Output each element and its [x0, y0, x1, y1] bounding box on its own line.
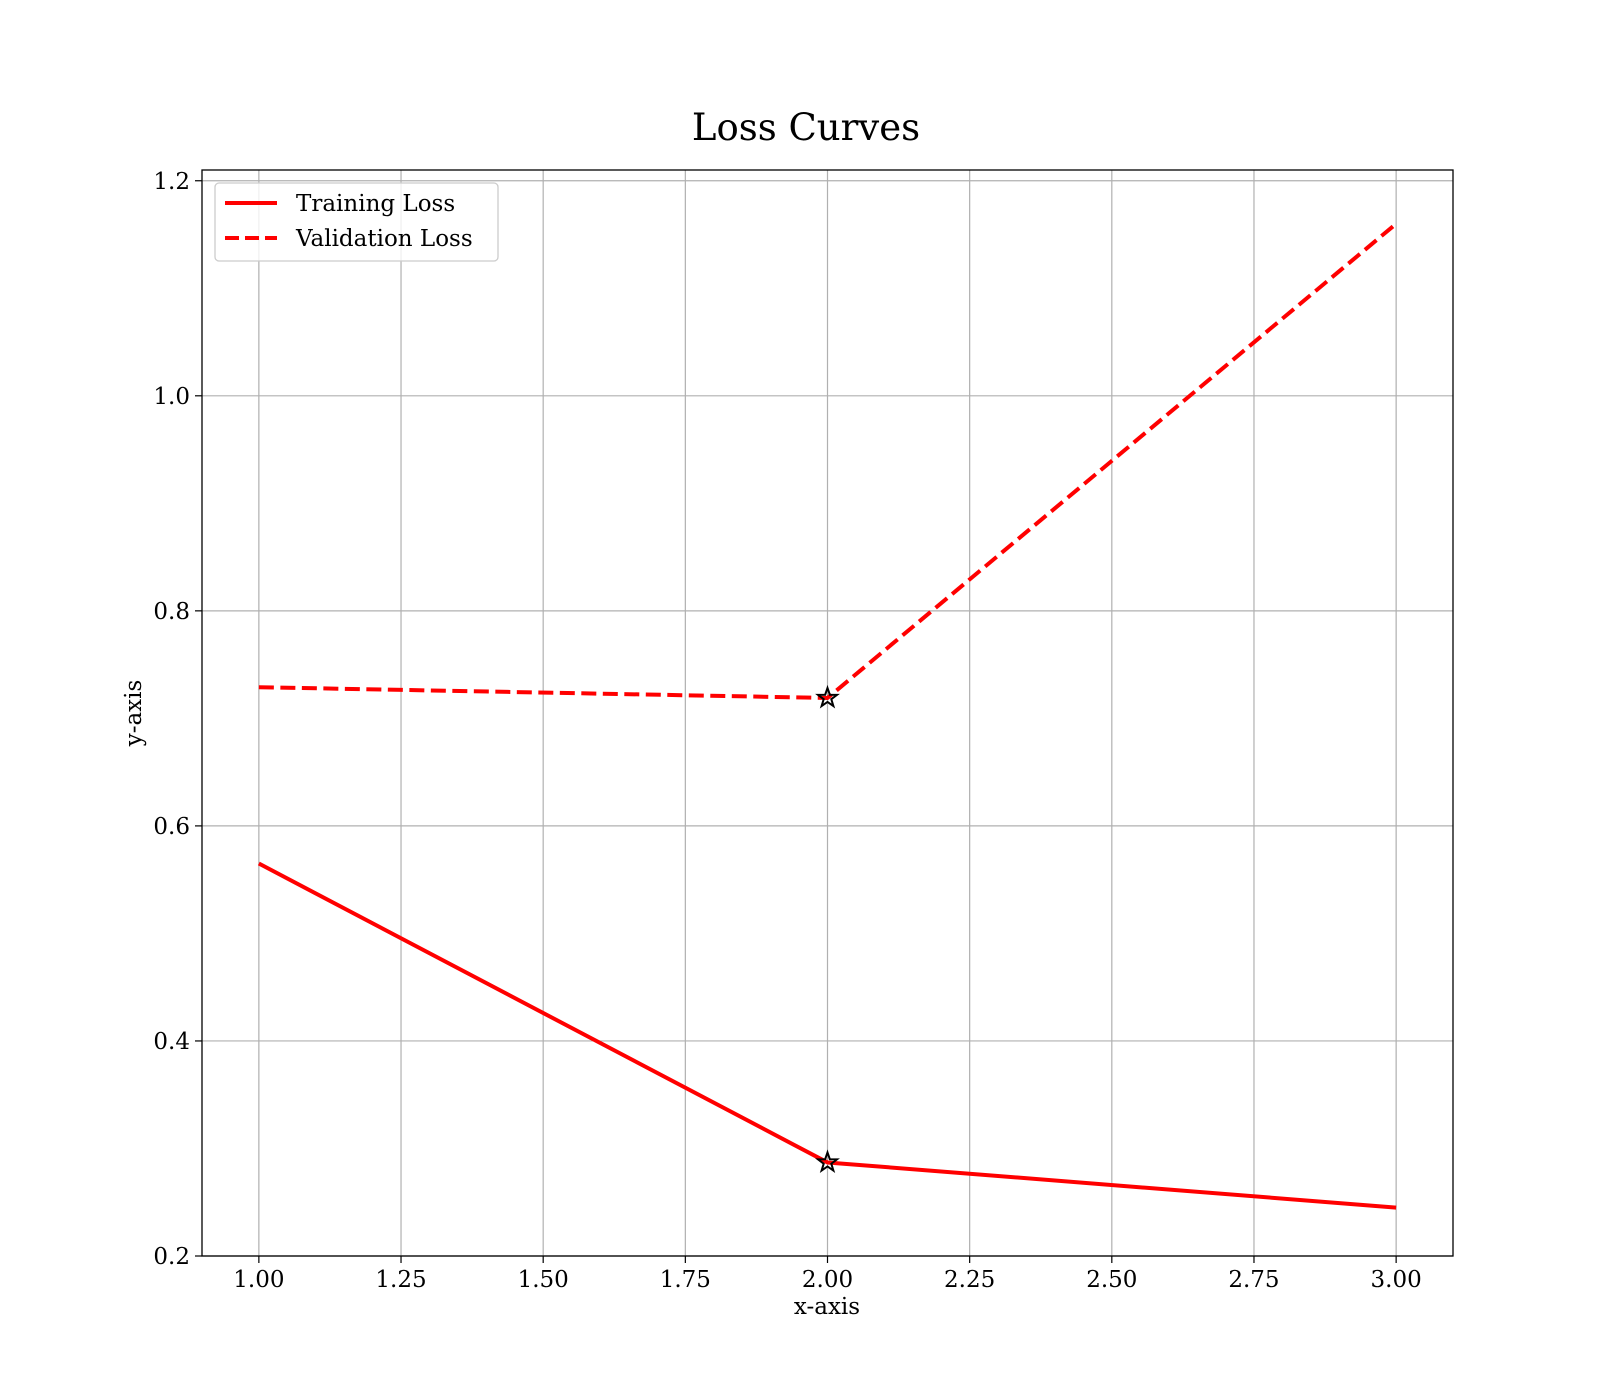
y-tick-label: 0.4 [153, 1029, 190, 1055]
chart-title: Loss Curves [692, 106, 920, 149]
x-tick-label: 1.25 [375, 1267, 426, 1293]
training-loss-line [257, 861, 1397, 1210]
x-tick-label: 1.50 [518, 1267, 569, 1293]
star-marker [815, 1149, 840, 1174]
x-tick-label: 1.75 [660, 1267, 711, 1293]
x-tick-label: 2.75 [1228, 1267, 1279, 1293]
x-tick-label: 2.00 [802, 1267, 853, 1293]
validation-loss-line [258, 222, 1398, 700]
y-axis-label: y-axis [121, 680, 147, 748]
y-tick-label: 0.8 [153, 599, 190, 625]
axis-ticks: 1.00 1.25 1.50 1.75 2.00 2.25 2.50 2.75 3.00 0.2 0… [153, 169, 1421, 1293]
series-lines [257, 222, 1398, 1210]
y-tick-label: 0.2 [153, 1244, 190, 1270]
y-tick-label: 1.2 [153, 169, 190, 195]
x-tick-label: 2.50 [1086, 1267, 1137, 1293]
x-axis-label: x-axis [794, 1294, 860, 1320]
x-tick-label: 1.00 [233, 1267, 284, 1293]
x-tick-label: 2.25 [944, 1267, 995, 1293]
star-marker [815, 684, 840, 709]
x-tick-label: 3.00 [1371, 1267, 1422, 1293]
legend-label: Validation Loss [295, 226, 473, 252]
legend: Training Loss Validation Loss [214, 182, 499, 262]
legend-box [214, 182, 499, 262]
legend-label: Training Loss [296, 191, 455, 217]
plot-frame [201, 169, 1454, 1257]
star-markers [815, 684, 840, 1174]
y-tick-label: 1.0 [153, 384, 190, 410]
y-tick-label: 0.6 [153, 814, 190, 840]
